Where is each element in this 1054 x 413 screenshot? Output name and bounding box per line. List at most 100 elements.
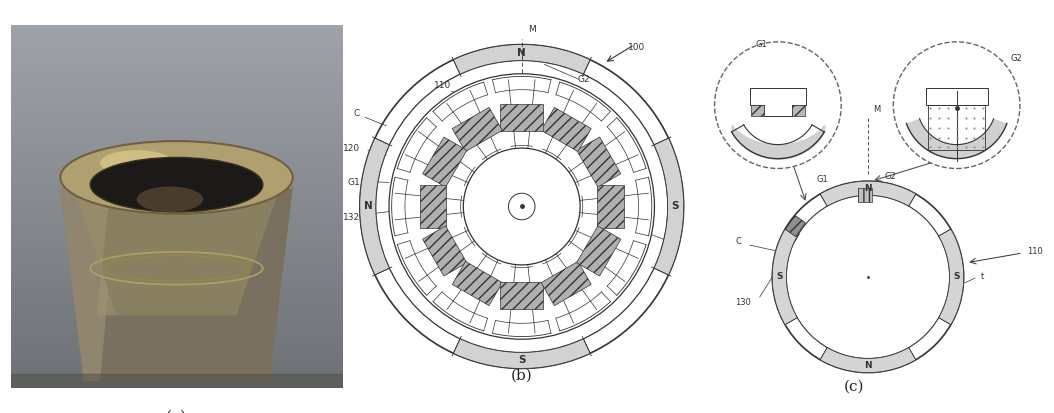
Bar [102,25,103,388]
Bar [135,25,137,388]
Text: N: N [864,361,872,370]
Bar [273,25,274,388]
Bar [106,25,109,388]
Bar [288,25,290,388]
Bar [238,25,239,388]
Polygon shape [453,339,590,368]
Text: G1: G1 [817,175,828,184]
Bar [213,25,215,388]
Bar [45,25,47,388]
Text: 100: 100 [628,43,645,52]
Bar [316,25,317,388]
Bar [172,25,173,388]
Bar [323,25,325,388]
Bar [17,25,19,388]
Polygon shape [598,185,624,228]
Bar [11,306,343,311]
Bar [141,25,143,388]
Bar [11,256,343,261]
Bar [134,25,135,388]
Bar [147,25,149,388]
Bar [118,25,120,388]
Text: G1: G1 [755,40,767,49]
Bar [24,25,25,388]
Bar [261,25,262,388]
Polygon shape [452,261,503,306]
Bar [305,25,306,388]
Circle shape [894,42,1020,169]
Bar [235,25,236,388]
Bar [72,25,74,388]
Bar [32,25,34,388]
Text: 130: 130 [736,298,752,307]
Bar [11,84,343,88]
Bar [233,25,235,388]
Bar [132,25,134,388]
Bar [187,25,189,388]
Bar [11,293,343,297]
Bar [181,25,183,388]
Bar [11,252,343,256]
Bar [258,25,259,388]
Bar [215,25,216,388]
Text: C: C [353,109,359,118]
Bar [54,25,56,388]
Text: S: S [954,272,960,281]
Text: (c): (c) [843,380,864,394]
Bar [225,25,227,388]
Bar [11,311,343,316]
Bar [65,25,67,388]
Text: S: S [518,355,526,365]
Text: M: M [873,104,880,114]
Bar [11,302,343,306]
Bar [114,25,115,388]
Bar [25,25,27,388]
Bar [204,25,207,388]
Bar [247,25,248,388]
Bar [152,25,153,388]
Bar [123,25,125,388]
Bar [216,25,218,388]
Polygon shape [60,188,117,381]
Bar [11,75,343,79]
Bar [190,25,192,388]
Bar [11,134,343,138]
Bar [175,25,176,388]
Bar [11,384,343,388]
Bar [11,25,13,388]
Bar [242,25,245,388]
Text: 110: 110 [433,81,451,90]
Bar [11,361,343,366]
Bar [337,25,339,388]
Bar [51,25,52,388]
Bar [63,25,65,388]
Text: G2: G2 [578,76,590,84]
Bar [11,184,343,188]
Bar [11,352,343,356]
Polygon shape [939,229,963,325]
Bar [11,193,343,197]
Polygon shape [577,137,621,187]
Bar [20,25,22,388]
Bar [19,25,20,388]
Text: N: N [864,184,872,193]
Bar [57,25,59,388]
Bar [97,25,98,388]
Bar [11,202,343,206]
Polygon shape [858,188,873,202]
Bar [11,316,343,320]
Bar [69,25,71,388]
Bar [111,25,112,388]
Bar [276,25,278,388]
Bar [183,25,184,388]
Bar [310,25,311,388]
Bar [48,25,51,388]
Bar [11,329,343,334]
Bar [236,25,238,388]
Bar [11,25,343,29]
Text: C: C [736,237,741,246]
Polygon shape [925,88,988,105]
Bar [137,25,138,388]
Bar [340,25,343,388]
Bar [34,25,36,388]
